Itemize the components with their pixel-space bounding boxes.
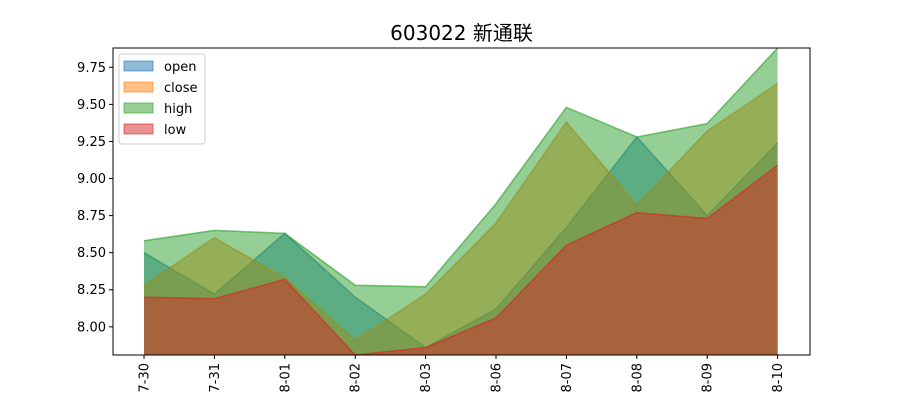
- x-tick-label: 8-07: [560, 363, 575, 393]
- x-tick-label: 7-31: [208, 363, 223, 393]
- chart-title: 603022 新通联: [390, 21, 533, 45]
- legend-item-high: high: [123, 102, 192, 117]
- legend-item-open: open: [123, 60, 196, 75]
- x-axis: 7-30 7-31 8-01 8-02 8-03 8-06 8-07 8-08 8-09 8-10: [138, 355, 786, 393]
- legend-label: open: [164, 60, 196, 75]
- y-tick-label: 8.75: [77, 209, 106, 224]
- y-tick-label: 9.25: [77, 135, 106, 150]
- plot-frame: [112, 47, 811, 356]
- area-low: [144, 165, 778, 355]
- y-tick-label: 9.00: [77, 172, 106, 187]
- y-tick-label: 8.00: [77, 320, 106, 335]
- legend: open close high low: [118, 53, 206, 145]
- line-high: [143, 47, 779, 288]
- y-tick-label: 8.50: [77, 246, 106, 261]
- legend-label: high: [164, 102, 192, 117]
- series-low: [143, 164, 779, 356]
- x-tick-label: 8-10: [771, 363, 786, 393]
- legend-item-close: close: [123, 81, 197, 96]
- legend-item-low: low: [123, 123, 187, 138]
- legend-swatch: [123, 81, 154, 93]
- legend-swatch: [123, 102, 154, 114]
- x-tick-label: 8-09: [701, 363, 716, 393]
- legend-box: [118, 53, 206, 145]
- legend-label: close: [164, 81, 197, 96]
- series-areas: [143, 47, 779, 356]
- line-low: [143, 164, 779, 356]
- y-tick-label: 9.50: [77, 98, 106, 113]
- x-tick-label: 8-01: [278, 363, 293, 393]
- x-tick-label: 8-06: [490, 363, 505, 393]
- legend-swatch: [123, 60, 154, 72]
- legend-swatch: [123, 123, 154, 135]
- x-tick-label: 8-03: [419, 363, 434, 393]
- y-tick-label: 9.75: [77, 61, 106, 76]
- x-tick-label: 7-30: [138, 363, 153, 393]
- legend-label: low: [164, 123, 187, 138]
- x-tick-label: 8-08: [630, 363, 645, 393]
- y-tick-label: 8.25: [77, 283, 106, 298]
- x-tick-label: 8-02: [349, 363, 364, 393]
- y-axis: 8.00 8.25 8.50 8.75 9.00 9.25 9.50 9.75: [77, 61, 113, 335]
